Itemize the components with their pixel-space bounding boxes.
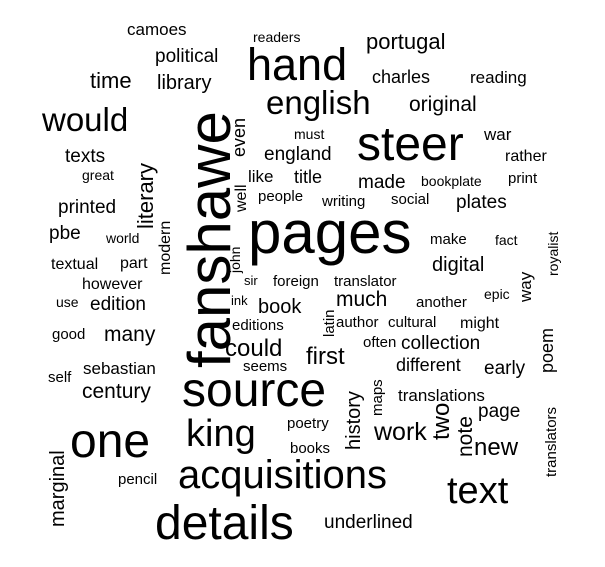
word-charles: charles [372,67,431,87]
word-foreign: foreign [273,273,319,290]
word-war: war [484,125,512,144]
word-plates: plates [456,192,507,213]
word-good: good [52,326,86,343]
word-book: book [258,296,302,318]
word-king: king [186,413,256,455]
word-collection: collection [401,333,481,354]
word-well: well [233,184,250,212]
word-pbe: pbe [49,223,81,244]
word-original: original [409,93,477,116]
word-details: details [155,497,294,550]
word-poetry: poetry [287,415,329,432]
word-make: make [430,231,467,248]
word-would: would [42,101,129,138]
word-acquisitions: acquisitions [178,453,388,497]
word-camoes: camoes [127,20,187,39]
word-translator: translator [334,273,397,290]
word-much: much [336,288,388,311]
word-books: books [290,440,331,457]
word-ink: ink [231,293,248,308]
word-another: another [416,294,467,311]
word-even: even [229,117,249,157]
word-social: social [391,191,430,208]
word-steer: steer [357,118,464,171]
word-edition: edition [90,294,146,315]
word-time: time [90,68,132,93]
word-note: note [454,416,477,457]
word-century: century [82,380,151,403]
word-modern: modern [157,220,174,275]
word-printed: printed [58,197,117,218]
word-pencil: pencil [118,471,158,488]
word-digital: digital [432,254,485,276]
word-sebastian: sebastian [83,359,156,378]
word-first: first [306,343,345,370]
word-rather: rather [505,148,547,165]
word-new: new [474,434,519,461]
word-must: must [294,126,325,142]
word-epic: epic [484,286,510,302]
word-many: many [104,323,156,346]
word-poem: poem [537,327,557,373]
word-translators: translators [543,406,560,477]
word-translations: translations [398,386,485,405]
word-text: text [447,470,509,512]
word-self: self [48,369,72,386]
word-made: made [358,172,406,193]
word-marginal: marginal [47,450,69,527]
word-reading: reading [470,68,527,87]
word-editions: editions [232,317,284,334]
word-two: two [428,402,455,440]
word-portugal: portugal [366,29,446,54]
word-like: like [248,167,274,186]
word-texts: texts [65,146,106,167]
word-might: might [460,315,500,332]
word-title: title [294,167,323,187]
word-different: different [396,355,461,375]
word-latin: latin [321,309,338,337]
word-pages: pages [248,199,412,266]
word-part: part [120,255,148,272]
word-way: way [516,271,535,302]
word-author: author [336,314,379,331]
word-cultural: cultural [388,314,437,331]
word-textual: textual [51,256,99,273]
word-source: source [182,364,327,417]
word-royalist: royalist [545,231,561,276]
word-often: often [363,334,397,351]
word-people: people [258,188,304,205]
word-writing: writing [322,193,366,210]
word-world: world [106,230,140,246]
word-use: use [56,294,79,310]
word-page: page [478,401,521,422]
word-could: could [225,335,283,362]
word-work: work [374,418,427,446]
word-english: english [266,84,371,121]
word-hand: hand [247,39,348,90]
word-england: england [264,144,332,165]
word-bookplate: bookplate [421,173,482,189]
word-early: early [484,358,526,379]
word-great: great [82,167,114,183]
word-seems: seems [243,358,288,375]
word-readers: readers [253,29,301,45]
word-library: library [157,72,212,94]
word-john: john [227,246,243,273]
word-however: however [82,276,143,293]
word-maps: maps [369,379,386,416]
word-fact: fact [495,232,518,248]
word-print: print [508,170,538,187]
word-one: one [70,415,151,468]
word-history: history [343,391,365,450]
word-underlined: underlined [324,512,413,533]
word-sir: sir [244,273,258,288]
word-literary: literary [133,162,158,229]
word-political: political [155,46,219,67]
